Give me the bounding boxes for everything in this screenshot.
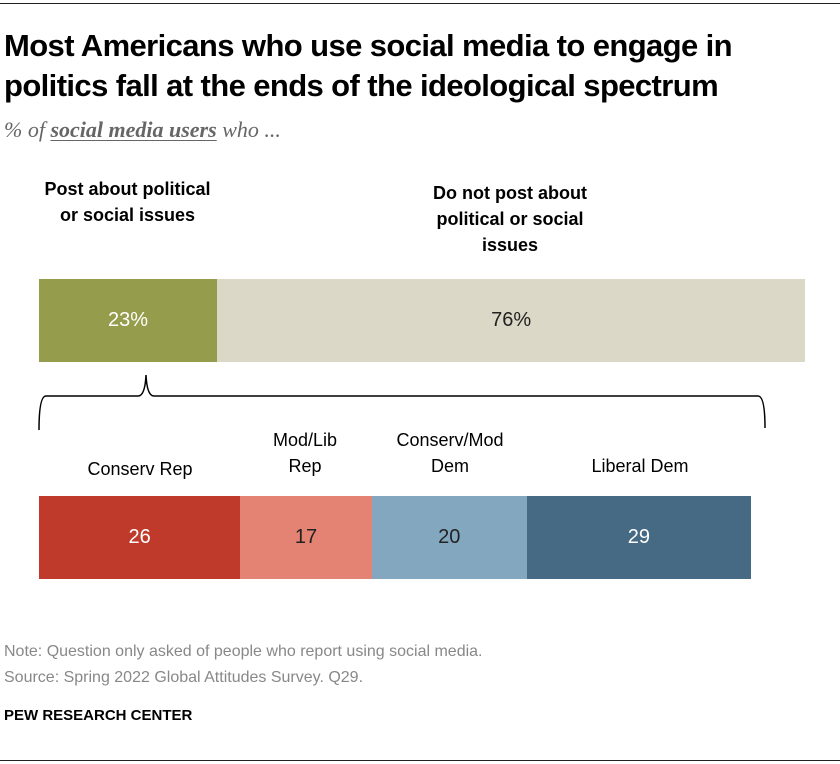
header-not-post: Do not post about political or social is… <box>433 183 587 255</box>
bar-value-label: 23% <box>107 309 149 331</box>
note: Note: Question only asked of people who … <box>4 643 483 660</box>
subtitle-suffix: who ... <box>222 117 281 142</box>
bar-segment: 20 <box>371 496 527 579</box>
bracket-line <box>38 374 766 431</box>
bar-segment: 17 <box>240 496 372 579</box>
bar-value-label: 20 <box>438 526 461 548</box>
label-conserv-rep: Conserv Rep <box>87 459 193 479</box>
bar-segment: 26 <box>39 496 241 579</box>
bar-value-label: 17 <box>294 526 318 548</box>
source: Source: Spring 2022 Global Attitudes Sur… <box>4 669 364 686</box>
bracket <box>38 374 766 431</box>
bar-segment: 29 <box>526 496 752 579</box>
top-rule <box>0 3 840 4</box>
org-name: PEW RESEARCH CENTER <box>4 707 193 724</box>
chart-title: Most Americans who use social media to e… <box>4 28 733 103</box>
header-post: Post about political or social issues <box>44 179 211 225</box>
subtitle-prefix: % of <box>4 117 45 142</box>
subtitle-emphasis: social media users <box>50 117 217 142</box>
bar-segment: 76% <box>217 279 806 362</box>
label-modlib-rep: Mod/Lib Rep <box>272 430 338 476</box>
bar-value-label: 29 <box>627 526 650 548</box>
chart-subtitle: % of social media users who ... <box>4 117 281 143</box>
bar-value-label: 76% <box>491 309 532 331</box>
label-liberal-dem: Liberal Dem <box>591 456 689 476</box>
bar-segment: 23% <box>39 279 218 362</box>
bar-value-label: 26 <box>128 526 151 548</box>
label-conservmod-dem: Conserv/Mod Dem <box>396 430 504 476</box>
bottom-rule <box>0 760 840 761</box>
